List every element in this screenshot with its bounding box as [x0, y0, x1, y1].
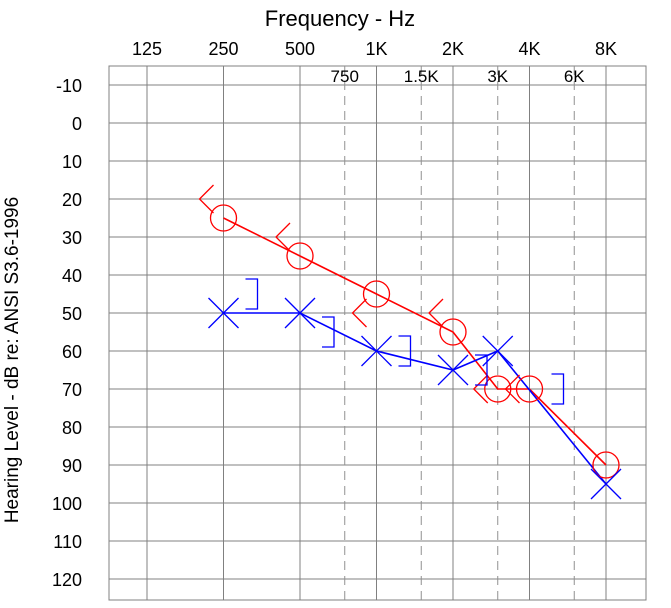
bracket-left-marker [351, 298, 367, 328]
bracket-right-marker [245, 278, 259, 310]
bracket-left-marker [504, 374, 520, 404]
plot-grid [108, 65, 647, 601]
y-tick-label: 70 [62, 380, 82, 400]
y-tick-label: 40 [62, 266, 82, 286]
y-tick-label: 90 [62, 456, 82, 476]
bracket-right-marker [475, 354, 488, 386]
y-tick-label: 30 [62, 228, 82, 248]
bracket-left-marker [198, 184, 214, 214]
circle-marker [484, 375, 512, 403]
x-tick-label: 500 [285, 39, 315, 59]
series-lines [223, 217, 607, 485]
circle-marker [515, 375, 544, 403]
x-tick-label: 4K [518, 39, 540, 59]
y-axis-label: Hearing Level - dB re: ANSI S3.6-1996 [2, 197, 23, 523]
x-tick-label: 1K [365, 39, 387, 59]
x-interoctave-label: 6K [564, 67, 585, 86]
y-tick-label: -10 [56, 76, 82, 96]
series-markers [198, 103, 622, 500]
chart-title: Frequency - Hz [265, 6, 415, 31]
x-marker [482, 335, 514, 367]
bracket-left-marker [428, 298, 444, 328]
x-interoctave-label: 3K [487, 67, 508, 86]
y-tick-label: 60 [62, 342, 82, 362]
x-tick-label: 2K [442, 39, 464, 59]
y-tick-label: 10 [62, 152, 82, 172]
y-tick-label: 110 [53, 532, 82, 552]
y-tick-label: 100 [52, 494, 82, 514]
reference-marker [203, 103, 244, 143]
bracket-right-marker [322, 316, 335, 348]
circle-marker [439, 318, 467, 346]
y-tick-label: 80 [62, 418, 82, 438]
x-marker [284, 297, 316, 329]
bracket-right-marker [398, 335, 412, 367]
x-interoctave-label: 750 [331, 67, 359, 86]
circle-marker [362, 280, 391, 308]
x-marker [361, 335, 392, 367]
bracket-right-marker [551, 373, 565, 405]
y-tick-label: 50 [62, 304, 82, 324]
plot-frame [108, 65, 647, 601]
circle-marker [286, 242, 314, 270]
x-tick-label: 125 [132, 39, 162, 59]
bracket-left-marker [472, 374, 489, 404]
bracket-left-marker [275, 222, 291, 252]
axis-ticks: -10 0 10 20 30 40 50 60 70 80 90 100 110 120 125 250 500… [52, 39, 617, 590]
series-line [223, 217, 607, 466]
y-tick-label: 120 [52, 570, 82, 590]
x-interoctave-label: 1.5K [404, 67, 440, 86]
x-marker [208, 297, 239, 329]
circle-marker [592, 451, 620, 479]
circle-marker [209, 204, 238, 232]
y-tick-label: 0 [72, 114, 82, 134]
x-tick-label: 250 [208, 39, 238, 59]
x-marker [437, 354, 469, 386]
series-line [223, 312, 607, 485]
y-tick-label: 20 [62, 190, 82, 210]
x-tick-label: 8K [595, 39, 617, 59]
x-marker [590, 468, 622, 500]
